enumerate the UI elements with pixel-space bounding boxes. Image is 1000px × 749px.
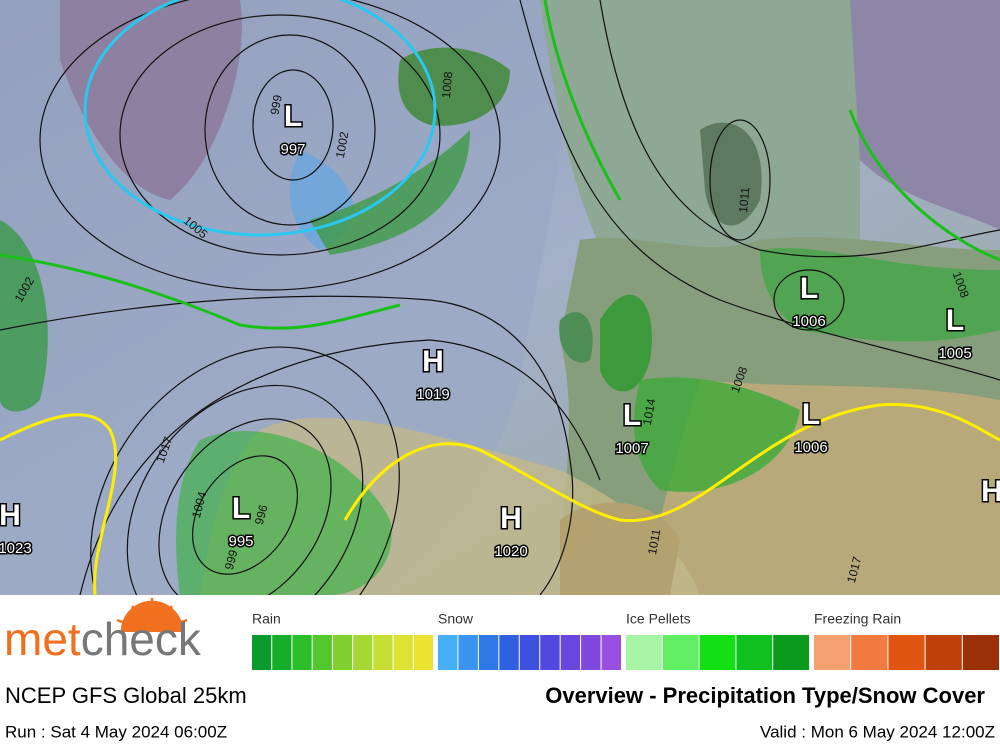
legend-swatch: [332, 635, 353, 670]
legend-swatch: [519, 635, 540, 670]
pressure-value: 1007: [615, 440, 648, 457]
legend-swatch: [888, 635, 925, 670]
run-time: Run : Sat 4 May 2024 06:00Z: [5, 722, 227, 741]
isobar-label: 1017: [844, 555, 865, 585]
legend-label: Freezing Rain: [814, 611, 901, 627]
legend-swatch: [736, 635, 773, 670]
legend-swatch: [814, 635, 851, 670]
legend-swatch: [458, 635, 478, 670]
legend-swatch: [560, 635, 581, 670]
legend-label: Snow: [438, 611, 474, 627]
legend-label: Ice Pellets: [626, 611, 691, 627]
legend-swatch: [373, 635, 393, 670]
legend-swatch: [438, 635, 458, 670]
pressure-value: 1019: [416, 386, 449, 403]
legend-swatch: [393, 635, 413, 670]
legend-swatch: [478, 635, 499, 670]
logo-sun: [116, 598, 188, 633]
fronts: [0, 0, 1000, 596]
pressure-symbol: L: [946, 304, 964, 337]
legend-label: Rain: [252, 611, 281, 627]
isobar-label: 996: [252, 503, 271, 526]
legend-swatch: [581, 635, 601, 670]
isobar-label: 1011: [736, 186, 752, 213]
pressure-value: 995: [228, 533, 253, 550]
isobar-label: 1008: [439, 71, 455, 99]
isobar-label: 1004: [189, 490, 210, 520]
pressure-value: 1005: [938, 345, 971, 362]
legend-swatch: [540, 635, 560, 670]
pressure-value: 1006: [794, 439, 827, 456]
legend-swatch: [699, 635, 736, 670]
legend-swatch: [292, 635, 312, 670]
isobar-label: 999: [268, 93, 285, 115]
pressure-symbol: H: [0, 499, 21, 532]
isobar-label: 999: [222, 548, 241, 571]
valid-time: Valid : Mon 6 May 2024 12:00Z: [760, 722, 995, 741]
legend-swatch: [601, 635, 621, 670]
brand-part: check: [81, 613, 202, 665]
legend-swatch: [925, 635, 962, 670]
pressure-symbol: H: [500, 502, 522, 535]
legend-swatch: [499, 635, 519, 670]
legend: Rain Snow Ice Pellets Freezing Rain: [252, 611, 999, 670]
legend-swatch: [252, 635, 272, 670]
legend-swatch: [662, 635, 699, 670]
isobar-label: 1014: [640, 397, 658, 426]
brand-part: met: [4, 613, 81, 665]
pressure-symbol: L: [623, 399, 641, 432]
pressure-value: 1006: [792, 313, 825, 330]
legend-swatch: [353, 635, 373, 670]
legend-swatch: [773, 635, 809, 670]
isobar-label: 1011: [645, 528, 663, 556]
pressure-value: 1020: [494, 543, 527, 560]
pressure-value: 1023: [0, 540, 32, 557]
pressure-symbol: L: [232, 492, 250, 525]
pressure-symbol: L: [802, 398, 820, 431]
legend-swatch: [312, 635, 332, 670]
pressure-symbol: L: [800, 272, 818, 305]
pressure-symbol: H: [981, 475, 1000, 508]
model-name: NCEP GFS Global 25km: [5, 683, 247, 708]
legend-swatch: [962, 635, 999, 670]
pressure-centers: L 997 L 995 H 1019 H 1020 L 1007 L 1006 L 1006 L 1005 H 1…: [0, 98, 1000, 561]
map-title: Overview - Precipitation Type/Snow Cover: [545, 683, 985, 708]
isobar-label: 1002: [333, 130, 351, 159]
pressure-symbol: H: [422, 345, 444, 378]
brand: metcheck: [4, 613, 202, 665]
legend-swatch: [851, 635, 888, 670]
legend-swatch: [626, 635, 662, 670]
pressure-symbol: L: [284, 100, 302, 133]
legend-swatch: [413, 635, 433, 670]
legend-swatch: [272, 635, 292, 670]
pressure-value: 997: [280, 141, 305, 158]
